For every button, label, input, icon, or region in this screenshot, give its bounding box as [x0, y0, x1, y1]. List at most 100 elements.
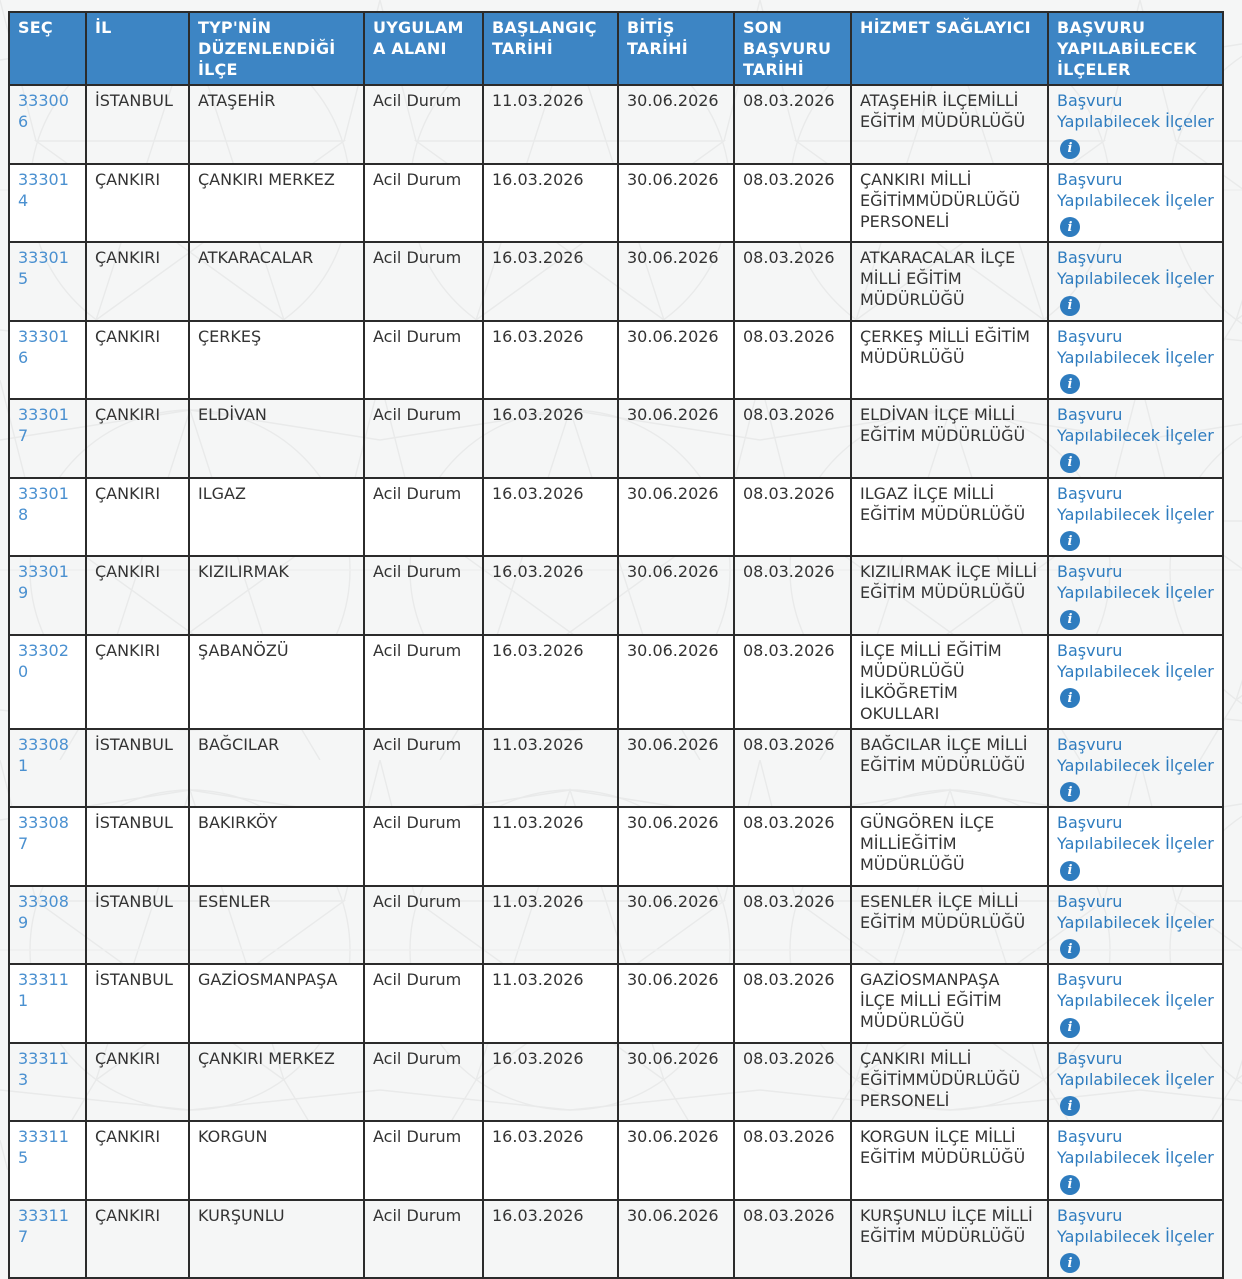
cell-ilce: ÇERKEŞ — [188, 319, 365, 400]
basvuru-ilceler-link[interactable]: Başvuru Yapılabilecek İlçeler i — [1057, 562, 1214, 630]
cell-il: İSTANBUL — [85, 963, 190, 1044]
typ-id-link[interactable]: 333020 — [18, 640, 69, 681]
cell-bitis: 30.06.2026 — [617, 1041, 735, 1122]
table-row: 333014 ÇANKIRI ÇANKIRI MERKEZ Acil Durum 16.… — [8, 162, 1224, 243]
cell-sec: 333020 — [8, 633, 87, 730]
basvuru-ilceler-label: Başvuru Yapılabilecek İlçeler — [1057, 405, 1214, 445]
cell-ilce: GAZİOSMANPAŞA — [188, 963, 365, 1044]
typ-id-link[interactable]: 333081 — [18, 734, 69, 775]
cell-bitis: 30.06.2026 — [617, 1120, 735, 1201]
cell-baslangic: 16.03.2026 — [482, 1198, 619, 1279]
table-row: 333016 ÇANKIRI ÇERKEŞ Acil Durum 16.03.2026 3… — [8, 319, 1224, 400]
cell-son_basvuru: 08.03.2026 — [733, 963, 852, 1044]
cell-alan: Acil Durum — [363, 555, 484, 636]
info-icon: i — [1060, 452, 1080, 473]
cell-ilce: ILGAZ — [188, 476, 365, 557]
cell-saglayici: ÇERKEŞ MİLLİ EĞİTİM MÜDÜRLÜĞÜ — [850, 319, 1049, 400]
cell-alan: Acil Durum — [363, 884, 484, 965]
cell-ilce: ATAŞEHİR — [188, 84, 365, 165]
basvuru-ilceler-link[interactable]: Başvuru Yapılabilecek İlçeler i — [1057, 813, 1214, 881]
cell-son_basvuru: 08.03.2026 — [733, 162, 852, 243]
cell-son_basvuru: 08.03.2026 — [733, 84, 852, 165]
basvuru-ilceler-link[interactable]: Başvuru Yapılabilecek İlçeler i — [1057, 1206, 1214, 1273]
typ-id-link[interactable]: 333115 — [18, 1127, 69, 1167]
basvuru-ilceler-label: Başvuru Yapılabilecek İlçeler — [1057, 91, 1214, 131]
typ-id-link[interactable]: 333016 — [18, 326, 69, 367]
basvuru-ilceler-link[interactable]: Başvuru Yapılabilecek İlçeler i — [1057, 641, 1214, 708]
cell-son_basvuru: 08.03.2026 — [733, 398, 852, 479]
cell-ilce: ATKARACALAR — [188, 241, 365, 322]
cell-basvuru: Başvuru Yapılabilecek İlçeler i — [1047, 241, 1224, 322]
cell-sec: 333016 — [8, 319, 87, 400]
basvuru-ilceler-label: Başvuru Yapılabilecek İlçeler — [1057, 483, 1214, 524]
cell-bitis: 30.06.2026 — [617, 319, 735, 400]
cell-alan: Acil Durum — [363, 963, 484, 1044]
cell-basvuru: Başvuru Yapılabilecek İlçeler i — [1047, 633, 1224, 730]
cell-basvuru: Başvuru Yapılabilecek İlçeler i — [1047, 84, 1224, 165]
cell-ilce: ÇANKIRI MERKEZ — [188, 1041, 365, 1122]
basvuru-ilceler-label: Başvuru Yapılabilecek İlçeler — [1057, 169, 1214, 210]
typ-id-link[interactable]: 333117 — [18, 1205, 69, 1246]
cell-il: ÇANKIRI — [85, 241, 190, 322]
cell-sec: 333019 — [8, 555, 87, 636]
typ-id-link[interactable]: 333018 — [18, 483, 69, 524]
cell-basvuru: Başvuru Yapılabilecek İlçeler i — [1047, 398, 1224, 479]
cell-ilce: ÇANKIRI MERKEZ — [188, 162, 365, 243]
info-icon: i — [1060, 1017, 1080, 1038]
typ-id-link[interactable]: 333019 — [18, 562, 69, 602]
typ-id-link[interactable]: 333089 — [18, 891, 69, 932]
typ-id-link[interactable]: 333014 — [18, 169, 69, 210]
cell-basvuru: Başvuru Yapılabilecek İlçeler i — [1047, 162, 1224, 243]
cell-bitis: 30.06.2026 — [617, 963, 735, 1044]
info-icon: i — [1060, 1096, 1080, 1116]
basvuru-ilceler-link[interactable]: Başvuru Yapılabilecek İlçeler i — [1057, 248, 1214, 316]
cell-son_basvuru: 08.03.2026 — [733, 319, 852, 400]
cell-basvuru: Başvuru Yapılabilecek İlçeler i — [1047, 806, 1224, 887]
cell-bitis: 30.06.2026 — [617, 884, 735, 965]
cell-son_basvuru: 08.03.2026 — [733, 806, 852, 887]
cell-alan: Acil Durum — [363, 398, 484, 479]
cell-basvuru: Başvuru Yapılabilecek İlçeler i — [1047, 1041, 1224, 1122]
typ-id-link[interactable]: 333015 — [18, 248, 69, 288]
basvuru-ilceler-link[interactable]: Başvuru Yapılabilecek İlçeler i — [1057, 970, 1214, 1038]
basvuru-ilceler-link[interactable]: Başvuru Yapılabilecek İlçeler i — [1057, 483, 1214, 551]
cell-il: ÇANKIRI — [85, 1120, 190, 1201]
basvuru-ilceler-link[interactable]: Başvuru Yapılabilecek İlçeler i — [1057, 735, 1214, 802]
cell-basvuru: Başvuru Yapılabilecek İlçeler i — [1047, 963, 1224, 1044]
table-row: 333117 ÇANKIRI KURŞUNLU Acil Durum 16.03.202… — [8, 1198, 1224, 1279]
cell-basvuru: Başvuru Yapılabilecek İlçeler i — [1047, 555, 1224, 636]
cell-alan: Acil Durum — [363, 1120, 484, 1201]
table-row: 333087 İSTANBUL BAKIRKÖY Acil Durum 11.03.20… — [8, 806, 1224, 887]
cell-alan: Acil Durum — [363, 633, 484, 730]
cell-ilce: BAĞCILAR — [188, 727, 365, 808]
typ-id-link[interactable]: 333113 — [18, 1048, 69, 1089]
typ-id-link[interactable]: 333017 — [18, 405, 69, 445]
cell-baslangic: 11.03.2026 — [482, 84, 619, 165]
info-icon: i — [1060, 782, 1080, 802]
cell-bitis: 30.06.2026 — [617, 162, 735, 243]
cell-sec: 333089 — [8, 884, 87, 965]
basvuru-ilceler-link[interactable]: Başvuru Yapılabilecek İlçeler i — [1057, 405, 1214, 473]
cell-sec: 333115 — [8, 1120, 87, 1201]
cell-saglayici: KURŞUNLU İLÇE MİLLİ EĞİTİM MÜDÜRLÜĞÜ — [850, 1198, 1049, 1279]
table-row: 333089 İSTANBUL ESENLER Acil Durum 11.03.202… — [8, 884, 1224, 965]
cell-il: ÇANKIRI — [85, 319, 190, 400]
cell-son_basvuru: 08.03.2026 — [733, 1041, 852, 1122]
cell-basvuru: Başvuru Yapılabilecek İlçeler i — [1047, 1198, 1224, 1279]
basvuru-ilceler-link[interactable]: Başvuru Yapılabilecek İlçeler i — [1057, 91, 1214, 159]
cell-son_basvuru: 08.03.2026 — [733, 1198, 852, 1279]
cell-il: İSTANBUL — [85, 884, 190, 965]
typ-id-link[interactable]: 333087 — [18, 813, 69, 853]
basvuru-ilceler-link[interactable]: Başvuru Yapılabilecek İlçeler i — [1057, 169, 1214, 237]
typ-id-link[interactable]: 333006 — [18, 91, 69, 131]
basvuru-ilceler-link[interactable]: Başvuru Yapılabilecek İlçeler i — [1057, 1048, 1214, 1116]
basvuru-ilceler-link[interactable]: Başvuru Yapılabilecek İlçeler i — [1057, 1127, 1214, 1195]
table-row: 333015 ÇANKIRI ATKARACALAR Acil Durum 16.03.… — [8, 241, 1224, 322]
cell-son_basvuru: 08.03.2026 — [733, 1120, 852, 1201]
basvuru-ilceler-link[interactable]: Başvuru Yapılabilecek İlçeler i — [1057, 327, 1214, 394]
info-icon: i — [1060, 1174, 1080, 1195]
basvuru-ilceler-link[interactable]: Başvuru Yapılabilecek İlçeler i — [1057, 892, 1214, 959]
basvuru-ilceler-label: Başvuru Yapılabilecek İlçeler — [1057, 1048, 1214, 1089]
cell-saglayici: ÇANKIRI MİLLİ EĞİTİMMÜDÜRLÜĞÜ PERSONELİ — [850, 162, 1049, 243]
typ-id-link[interactable]: 333111 — [18, 970, 69, 1010]
